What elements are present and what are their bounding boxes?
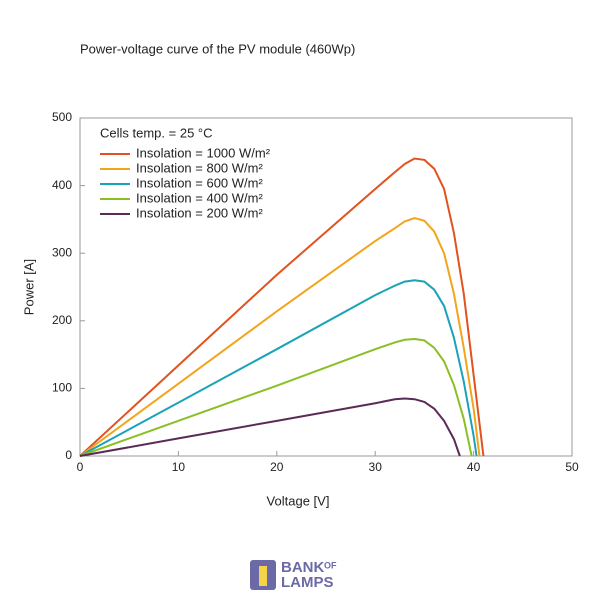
- y-tick-label: 100: [52, 381, 72, 395]
- x-tick-label: 20: [270, 460, 284, 474]
- series-line: [79, 338, 473, 457]
- x-axis-label: Voltage [V]: [267, 493, 330, 508]
- brand-logo: BANK OF LAMPS: [250, 559, 337, 591]
- logo-text: BANK: [281, 559, 324, 576]
- y-tick-label: 400: [52, 178, 72, 192]
- y-tick-label: 0: [65, 448, 72, 462]
- logo-text: LAMPS: [281, 574, 334, 591]
- series-line: [79, 397, 461, 457]
- chart-title: Power-voltage curve of the PV module (46…: [80, 41, 355, 56]
- plot-frame: [79, 117, 573, 457]
- logo-lamp: [259, 566, 267, 586]
- y-axis-label: Power [A]: [21, 259, 36, 315]
- legend-label: Insolation = 400 W/m²: [136, 190, 263, 205]
- y-tick-label: 200: [52, 313, 72, 327]
- legend-label: Insolation = 600 W/m²: [136, 175, 263, 190]
- logo-text: OF: [324, 560, 337, 570]
- series-line: [79, 279, 478, 457]
- x-tick-label: 50: [565, 460, 579, 474]
- series-line: [79, 217, 481, 457]
- legend-label: Insolation = 200 W/m²: [136, 205, 263, 220]
- x-tick-label: 40: [467, 460, 481, 474]
- y-tick-label: 500: [52, 110, 72, 124]
- legend-label: Insolation = 1000 W/m²: [136, 145, 271, 160]
- x-tick-label: 10: [172, 460, 186, 474]
- y-tick-label: 300: [52, 245, 72, 259]
- x-tick-label: 0: [77, 460, 84, 474]
- legend-title: Cells temp. = 25 °C: [100, 125, 213, 140]
- x-tick-label: 30: [369, 460, 383, 474]
- series-line: [79, 157, 485, 457]
- legend-label: Insolation = 800 W/m²: [136, 160, 263, 175]
